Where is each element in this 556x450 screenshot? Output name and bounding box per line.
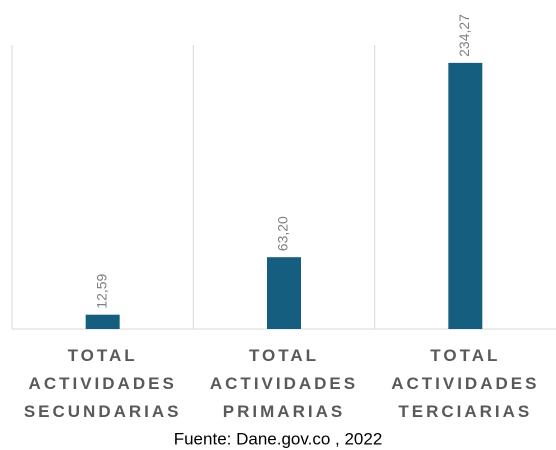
x-tick-label-line: TOTAL [68, 346, 138, 365]
x-tick-label-line: ACTIVIDADES [391, 374, 539, 393]
x-tick-label-line: TOTAL [430, 346, 500, 365]
x-tick-label-line: SECUNDARIAS [24, 402, 182, 421]
x-tick-label-line: ACTIVIDADES [210, 374, 358, 393]
bar [267, 257, 301, 329]
data-label: 234,27 [456, 14, 472, 57]
data-label: 12,59 [93, 273, 109, 308]
x-tick-label: TOTAL ACTIVIDADES PRIMARIAS [210, 346, 358, 421]
x-tick-label-line: TOTAL [249, 346, 319, 365]
x-tick-label-line: TERCIARIAS [398, 402, 532, 421]
x-tick-label: TOTAL ACTIVIDADES SECUNDARIAS [24, 346, 182, 421]
data-label: 63,20 [275, 216, 291, 251]
bar [448, 62, 483, 329]
bar [85, 314, 120, 329]
x-tick-label: TOTAL ACTIVIDADES TERCIARIAS [391, 346, 539, 421]
x-tick-label-line: PRIMARIAS [223, 402, 345, 421]
source-note: Fuente: Dane.gov.co , 2022 [174, 429, 383, 448]
x-tick-label-line: ACTIVIDADES [29, 374, 177, 393]
